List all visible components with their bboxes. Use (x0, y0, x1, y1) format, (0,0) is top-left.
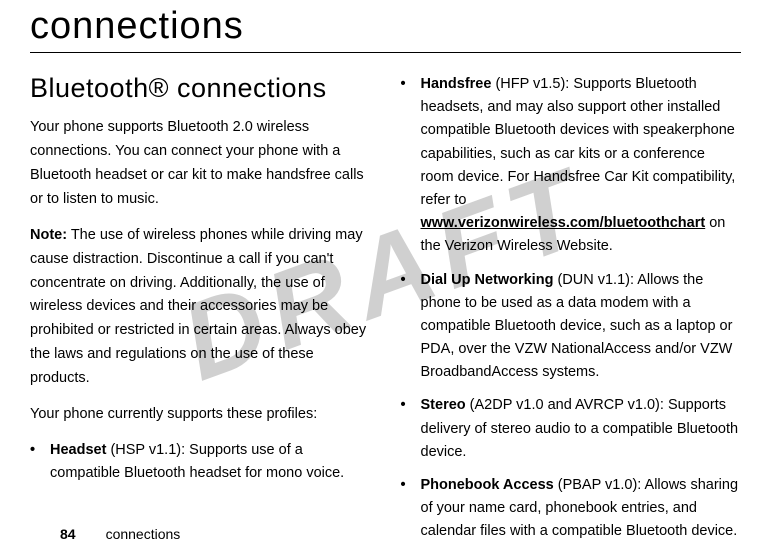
profiles-intro: Your phone currently supports these prof… (30, 403, 371, 427)
intro-paragraph: Your phone supports Bluetooth 2.0 wirele… (30, 116, 371, 212)
note-text: The use of wireless phones while driving… (30, 227, 366, 387)
two-column-layout: Bluetooth® connections Your phone suppor… (30, 73, 741, 554)
section-title: Bluetooth® connections (30, 73, 371, 104)
handsfree-desc1: (HFP v1.5): Supports Bluetooth headsets,… (421, 76, 736, 208)
note-paragraph: Note: The use of wireless phones while d… (30, 224, 371, 391)
handsfree-link: www.verizonwireless.com/bluetoothchart (421, 215, 706, 231)
left-column: Bluetooth® connections Your phone suppor… (30, 73, 371, 554)
stereo-label: Stereo (421, 397, 466, 413)
page-footer: 84 connections (60, 526, 180, 542)
phonebook-bullet: Phonebook Access (PBAP v1.0): Allows sha… (401, 474, 742, 544)
chapter-title: connections (30, 0, 741, 53)
page-number: 84 (60, 526, 76, 542)
stereo-desc: (A2DP v1.0 and AVRCP v1.0): Supports del… (421, 397, 739, 459)
page-content: connections Bluetooth® connections Your … (30, 0, 741, 554)
phonebook-label: Phonebook Access (421, 477, 554, 493)
stereo-bullet: Stereo (A2DP v1.0 and AVRCP v1.0): Suppo… (401, 394, 742, 464)
right-column: Handsfree (HFP v1.5): Supports Bluetooth… (401, 73, 742, 554)
headset-bullet: Headset (HSP v1.1): Supports use of a co… (30, 439, 371, 485)
headset-label: Headset (50, 442, 106, 458)
dun-bullet: Dial Up Networking (DUN v1.1): Allows th… (401, 269, 742, 385)
right-bullet-list: Handsfree (HFP v1.5): Supports Bluetooth… (401, 73, 742, 544)
footer-section: connections (106, 526, 181, 542)
left-bullet-list: Headset (HSP v1.1): Supports use of a co… (30, 439, 371, 485)
handsfree-bullet: Handsfree (HFP v1.5): Supports Bluetooth… (401, 73, 742, 259)
note-label: Note: (30, 227, 67, 243)
dun-label: Dial Up Networking (421, 272, 554, 288)
handsfree-label: Handsfree (421, 76, 492, 92)
